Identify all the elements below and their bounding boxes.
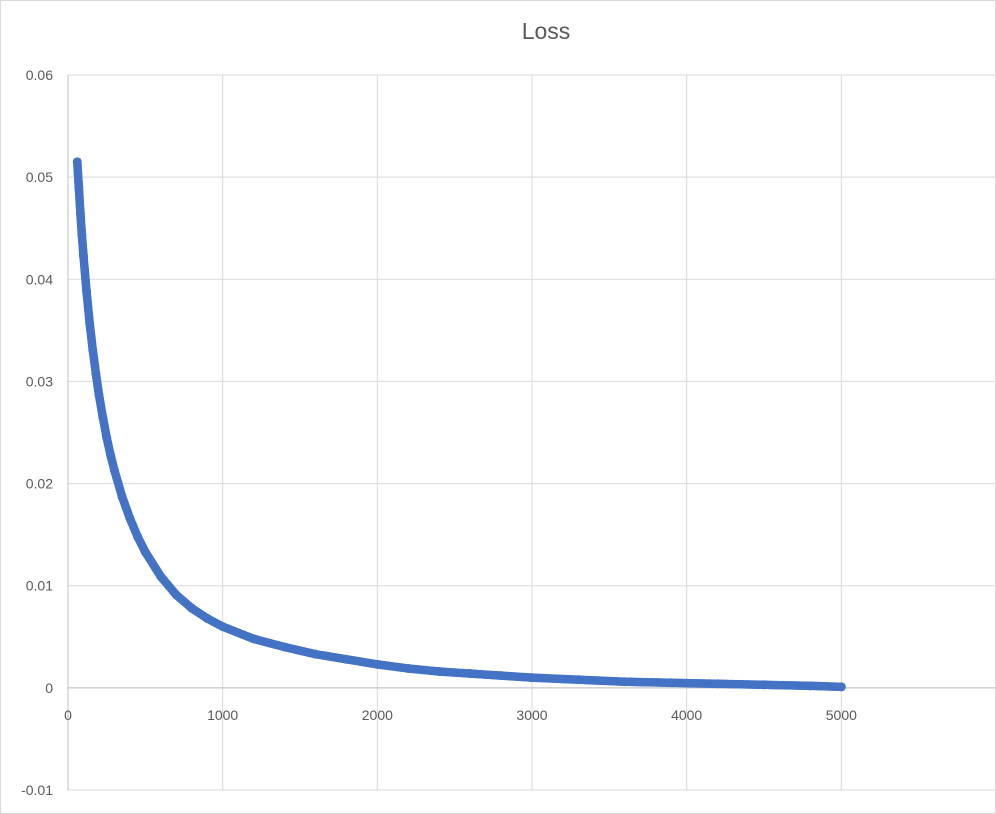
data-point <box>133 532 143 542</box>
data-point <box>82 287 92 297</box>
tick-label-layer: 0.06 0.05 0.04 0.03 0.02 0.01 0 -0.01 0 1000 2000 3… <box>21 67 857 798</box>
data-point <box>341 654 351 664</box>
data-point <box>94 390 104 400</box>
data-point <box>91 368 101 378</box>
data-point <box>573 675 583 685</box>
y-tick-label: 0.06 <box>26 67 53 83</box>
data-point <box>187 603 197 613</box>
data-point <box>109 465 119 475</box>
data-point <box>102 433 112 443</box>
data-point <box>759 680 769 690</box>
data-point <box>836 682 846 692</box>
data-point <box>620 677 630 687</box>
data-point <box>77 230 87 240</box>
x-tick-label: 3000 <box>516 707 547 723</box>
y-tick-label: 0.01 <box>26 578 53 594</box>
data-point <box>496 671 506 681</box>
data-point-layer <box>72 157 846 692</box>
data-point <box>125 513 135 523</box>
data-point <box>156 572 166 582</box>
data-point <box>88 345 98 355</box>
data-point <box>202 613 212 623</box>
y-tick-label: 0.03 <box>26 373 53 389</box>
data-point <box>72 157 82 167</box>
data-point <box>85 318 95 328</box>
data-point <box>666 678 676 688</box>
y-tick-label: 0 <box>45 680 53 696</box>
y-tick-label: 0.02 <box>26 476 53 492</box>
data-point <box>98 412 108 422</box>
x-tick-label: 4000 <box>671 707 702 723</box>
data-point <box>310 649 320 659</box>
data-point <box>280 642 290 652</box>
x-tick-label: 2000 <box>362 707 393 723</box>
data-point <box>527 673 537 683</box>
data-point <box>403 663 413 673</box>
data-point <box>106 450 116 460</box>
x-tick-label: 5000 <box>826 707 857 723</box>
y-tick-label: 0.05 <box>26 169 53 185</box>
data-point <box>218 622 228 632</box>
data-point <box>805 681 815 691</box>
y-tick-label: -0.01 <box>21 782 53 798</box>
data-point <box>75 208 85 218</box>
data-point <box>713 679 723 689</box>
data-point <box>140 547 150 557</box>
data-point <box>74 182 84 192</box>
data-point <box>465 669 475 679</box>
data-point <box>171 590 181 600</box>
data-point <box>372 659 382 669</box>
x-tick-label: 1000 <box>207 707 238 723</box>
x-tick-label: 0 <box>64 707 72 723</box>
data-point <box>434 667 444 677</box>
y-tick-label: 0.04 <box>26 271 53 287</box>
grid-layer <box>67 74 996 791</box>
data-point <box>249 634 259 644</box>
chart-title: Loss <box>521 18 571 44</box>
data-point <box>117 492 127 502</box>
data-point <box>78 251 88 261</box>
